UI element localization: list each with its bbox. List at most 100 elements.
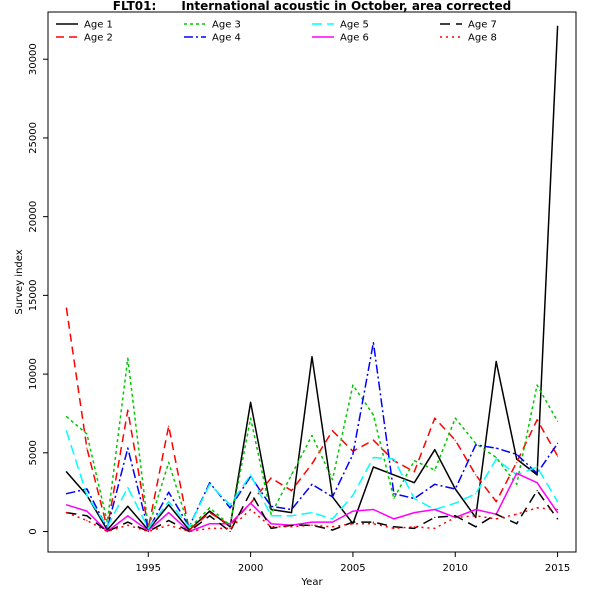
data-point (352, 521, 354, 523)
data-point (86, 433, 88, 435)
data-point (229, 507, 231, 509)
data-point (65, 471, 67, 473)
series-line-3 (65, 357, 559, 530)
data-point (331, 518, 334, 520)
y-tick-label: 5000 (28, 440, 39, 465)
data-point (250, 474, 252, 476)
data-point (516, 513, 518, 515)
data-point (536, 482, 538, 484)
data-point (127, 357, 129, 359)
data-point (475, 526, 477, 528)
data-point (331, 526, 334, 528)
data-point (516, 461, 518, 463)
data-point (372, 508, 374, 511)
data-point (65, 493, 67, 495)
data-point (495, 458, 497, 460)
data-point (331, 496, 334, 498)
data-point (516, 523, 518, 525)
data-point (229, 504, 231, 506)
data-point (86, 447, 88, 449)
plot-frame (47, 11, 577, 553)
data-point (475, 515, 477, 517)
data-point (475, 442, 477, 444)
data-point (536, 384, 538, 386)
data-point (209, 483, 211, 485)
data-point (557, 501, 559, 503)
data-point (393, 497, 395, 500)
legend-label: Age 3 (212, 20, 241, 31)
data-point (127, 447, 129, 449)
x-axis-label: Year (300, 577, 323, 588)
data-point (270, 513, 272, 515)
data-point (475, 508, 477, 511)
data-point (250, 491, 252, 493)
data-point (209, 507, 211, 509)
y-tick-label: 25000 (28, 122, 39, 154)
data-point (352, 453, 354, 455)
data-point (188, 527, 190, 530)
data-point (311, 463, 313, 465)
data-point (106, 527, 108, 530)
data-point (434, 483, 436, 485)
data-point (168, 491, 170, 493)
data-point (536, 472, 538, 474)
data-point (352, 494, 354, 496)
data-point (270, 508, 272, 511)
data-point (413, 527, 415, 530)
data-point (147, 530, 149, 533)
data-point (393, 458, 395, 460)
data-point (557, 420, 559, 422)
data-point (250, 508, 252, 511)
data-point (209, 515, 211, 517)
data-point (65, 430, 67, 432)
data-point (250, 401, 252, 403)
data-point (270, 523, 272, 525)
data-point (229, 524, 231, 526)
data-point (495, 360, 497, 363)
x-tick-label: 2015 (545, 563, 570, 574)
y-tick-label: 10000 (28, 358, 39, 390)
data-point (168, 511, 170, 514)
data-point (536, 507, 538, 509)
data-point (393, 474, 395, 476)
data-point (454, 515, 456, 517)
data-point (86, 488, 88, 490)
y-axis: 0 5000 10000 15000 20000 25000 30000 (28, 43, 48, 535)
data-point (209, 482, 211, 484)
data-point (413, 482, 415, 484)
x-tick-label: 2005 (340, 563, 365, 574)
data-point (516, 472, 518, 474)
data-point (557, 508, 559, 511)
series-line-5 (65, 430, 559, 530)
legend-label: Age 4 (212, 33, 241, 44)
data-point (270, 515, 272, 517)
data-point (127, 486, 129, 489)
data-point (250, 417, 252, 419)
data-point (168, 461, 170, 463)
data-point (127, 409, 129, 411)
data-point (86, 515, 88, 517)
data-point (372, 466, 374, 468)
data-point (393, 518, 395, 520)
data-point (127, 515, 129, 517)
data-point (352, 523, 354, 525)
data-point (434, 527, 436, 530)
data-point (536, 419, 538, 421)
data-point (229, 530, 231, 533)
legend-label: Age 8 (468, 33, 497, 44)
data-point (413, 497, 415, 500)
x-tick-label: 1995 (136, 563, 161, 574)
data-point (311, 511, 313, 514)
legend-label: Age 1 (84, 20, 113, 31)
data-point (434, 516, 436, 519)
data-point (209, 527, 211, 530)
data-point (495, 456, 497, 459)
data-point (475, 474, 477, 476)
data-point (209, 523, 211, 525)
data-point (475, 493, 477, 495)
data-point (147, 527, 149, 530)
data-point (229, 527, 231, 530)
data-point (86, 494, 88, 496)
